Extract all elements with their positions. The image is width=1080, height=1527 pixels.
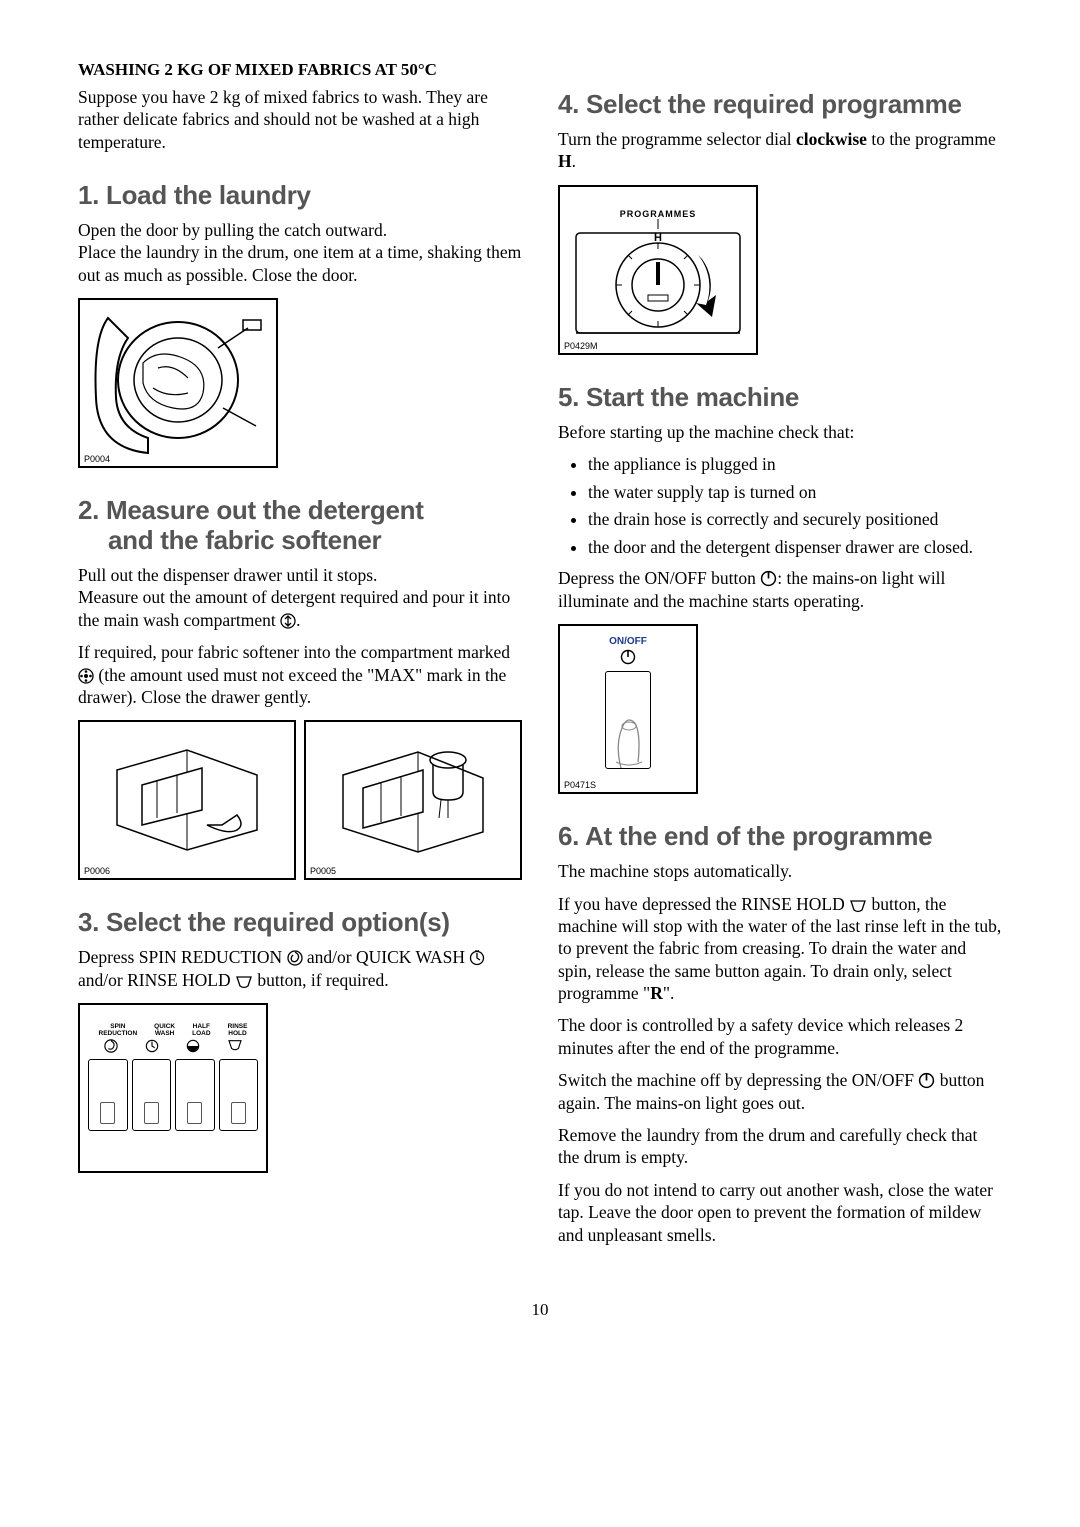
step6-p2: If you have depressed the RINSE HOLD but…	[558, 893, 1002, 1005]
step2-heading-l1: 2. Measure out the detergent	[78, 495, 424, 525]
dial-label-text: PROGRAMMES	[620, 209, 697, 219]
rinse-hold-icon	[227, 1039, 243, 1051]
intro-text: Suppose you have 2 kg of mixed fabrics t…	[78, 86, 522, 153]
onoff-panel-label: ON/OFF	[609, 636, 647, 647]
rinse-hold-icon	[235, 975, 253, 989]
figure-code: P0004	[84, 454, 110, 464]
panel-label: SPIN REDUCTION	[99, 1023, 138, 1037]
checklist-item: the appliance is plugged in	[588, 453, 1002, 477]
figure-code: P0005	[310, 866, 336, 876]
half-load-icon	[186, 1039, 200, 1053]
on-off-icon	[760, 570, 777, 587]
step6-p4: Switch the machine off by depressing the…	[558, 1069, 1002, 1114]
step5-intro: Before starting up the machine check tha…	[558, 421, 1002, 443]
rinse-hold-icon	[849, 899, 867, 913]
step1-p1: Open the door by pulling the catch outwa…	[78, 219, 522, 241]
step3-heading: 3. Select the required option(s)	[78, 908, 522, 938]
step5-heading: 5. Start the machine	[558, 383, 1002, 413]
panel-button	[88, 1059, 128, 1131]
drawer-pour-illustration-icon	[333, 730, 493, 870]
step6-p6: If you do not intend to carry out anothe…	[558, 1179, 1002, 1246]
step5-figure: ON/OFF P0471S	[558, 624, 698, 794]
right-column: 4. Select the required programme Turn th…	[558, 60, 1002, 1256]
panel-button	[219, 1059, 259, 1131]
panel-button	[132, 1059, 172, 1131]
step5-p1: Depress the ON/OFF button : the mains-on…	[558, 567, 1002, 612]
panel-icons-row	[80, 1037, 266, 1059]
panel-button	[175, 1059, 215, 1131]
step3-p1: Depress SPIN REDUCTION and/or QUICK WASH…	[78, 946, 522, 991]
spin-reduction-icon	[287, 950, 303, 966]
intro-heading: WASHING 2 KG OF MIXED FABRICS AT 50°C	[78, 60, 522, 80]
step4-figure: PROGRAMMES H P0429M	[558, 185, 758, 355]
drawer-pull-illustration-icon	[107, 730, 267, 870]
programme-dial-illustration-icon: PROGRAMMES H	[568, 195, 748, 345]
step2-figure-pair: P0006 P0005	[78, 720, 522, 880]
checklist-item: the water supply tap is turned on	[588, 481, 1002, 505]
left-column: WASHING 2 KG OF MIXED FABRICS AT 50°C Su…	[78, 60, 522, 1256]
panel-labels-row: SPIN REDUCTION QUICK WASH HALF LOAD RINS…	[80, 1023, 266, 1037]
quick-wash-icon	[469, 950, 485, 966]
step2-heading: 2. Measure out the detergent and the fab…	[78, 496, 522, 556]
spin-reduction-icon	[104, 1039, 118, 1053]
on-off-icon	[918, 1072, 935, 1089]
panel-label: RINSE HOLD	[228, 1023, 248, 1037]
softener-compartment-icon	[78, 668, 94, 684]
panel-label: QUICK WASH	[154, 1023, 175, 1037]
panel-buttons-row	[80, 1059, 266, 1141]
panel-label: HALF LOAD	[192, 1023, 210, 1037]
step1-heading: 1. Load the laundry	[78, 181, 522, 211]
wash-compartment-icon	[280, 613, 296, 629]
checklist-item: the door and the detergent dispenser dra…	[588, 536, 1002, 560]
page-number: 10	[78, 1300, 1002, 1320]
step6-heading: 6. At the end of the programme	[558, 822, 1002, 852]
onoff-button-illustration	[605, 671, 651, 769]
step1-figure: P0004	[78, 298, 278, 468]
step2-p3: If required, pour fabric softener into t…	[78, 641, 522, 708]
checklist-item: the drain hose is correctly and securely…	[588, 508, 1002, 532]
on-off-icon	[620, 649, 636, 665]
step4-heading: 4. Select the required programme	[558, 90, 1002, 120]
step2-heading-l2: and the fabric softener	[78, 526, 522, 556]
step3-panel-figure: SPIN REDUCTION QUICK WASH HALF LOAD RINS…	[78, 1003, 268, 1173]
step2-p1: Pull out the dispenser drawer until it s…	[78, 564, 522, 586]
step5-checklist: the appliance is plugged in the water su…	[558, 453, 1002, 560]
step2-figure-right: P0005	[304, 720, 522, 880]
quick-wash-icon	[145, 1039, 159, 1053]
step2-p2: Measure out the amount of detergent requ…	[78, 586, 522, 631]
step6-p3: The door is controlled by a safety devic…	[558, 1014, 1002, 1059]
finger-press-icon	[606, 672, 652, 770]
figure-code: P0006	[84, 866, 110, 876]
step2-figure-left: P0006	[78, 720, 296, 880]
step1-p2: Place the laundry in the drum, one item …	[78, 241, 522, 286]
laundry-door-illustration-icon	[88, 308, 268, 458]
step6-p5: Remove the laundry from the drum and car…	[558, 1124, 1002, 1169]
figure-code: P0429M	[564, 341, 598, 351]
step6-p1: The machine stops automatically.	[558, 860, 1002, 882]
step4-p1: Turn the programme selector dial clockwi…	[558, 128, 1002, 173]
figure-code: P0471S	[564, 780, 596, 790]
dial-letter: H	[654, 232, 662, 244]
two-column-layout: WASHING 2 KG OF MIXED FABRICS AT 50°C Su…	[78, 60, 1002, 1256]
